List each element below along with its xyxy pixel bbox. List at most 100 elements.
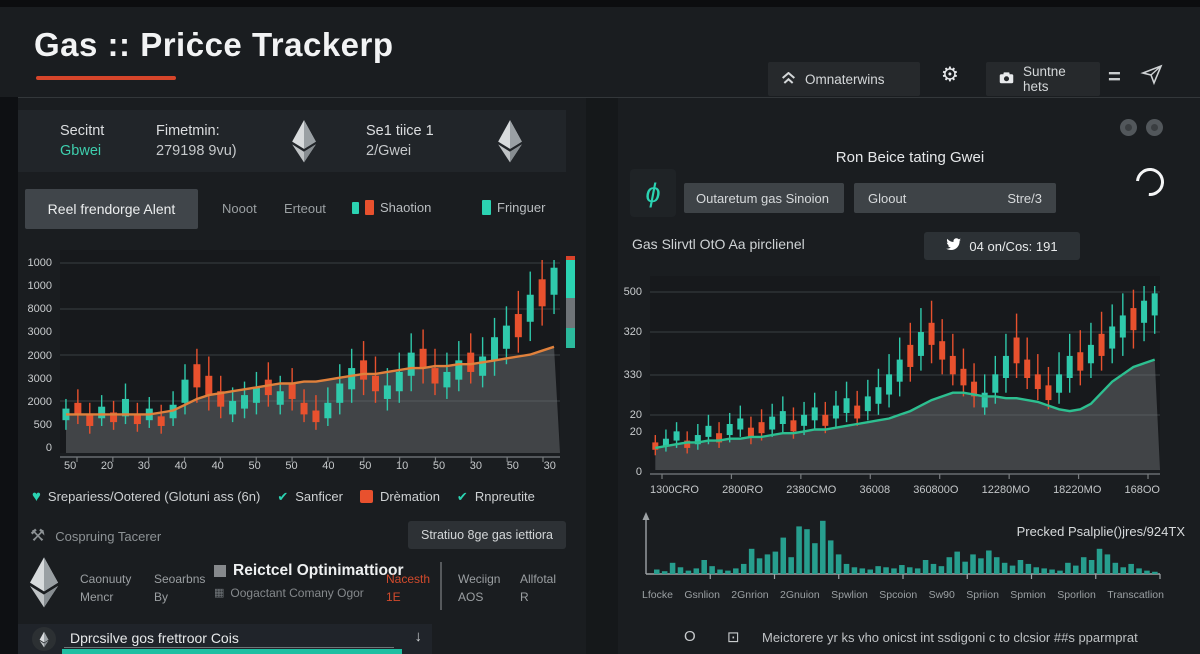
ethereum-icon xyxy=(496,119,524,163)
gwei-candlestick-chart xyxy=(650,276,1160,479)
teal-swatch xyxy=(352,201,359,214)
check-icon: ✔ xyxy=(277,488,289,504)
series-chip-fringuer[interactable]: Fringuer xyxy=(482,200,545,215)
fimetmin-stat: Fimetmin: 279198 9vu) xyxy=(156,121,237,161)
nav-share-label: Suntne hets xyxy=(1023,64,1066,94)
y-tick-label: 330 xyxy=(623,369,642,381)
nav-share-button[interactable]: Suntne hets xyxy=(986,62,1100,96)
footer-square-icon[interactable]: ⊡ xyxy=(727,629,740,646)
x-tick-label: 2800RO xyxy=(722,484,764,496)
indicator-gray xyxy=(566,298,575,328)
tracker-row: ⚒ Cospruing Tacerer xyxy=(30,526,161,546)
meta-title: Reictcel Optinimattioor xyxy=(233,562,404,579)
chart-scroll-indicator[interactable] xyxy=(566,256,575,348)
x-tick-label: 40 xyxy=(322,460,335,472)
nav-home-button[interactable]: Omnaterwins xyxy=(768,62,920,96)
series-chip-shaotion[interactable]: Shaotion xyxy=(352,200,431,215)
dropdown-label: Dprcsilve gos frettroor Cois xyxy=(70,630,239,646)
header-divider xyxy=(0,97,1200,98)
select-value: Outaretum gas Sinoion xyxy=(696,190,829,206)
check-icon: ✔ xyxy=(456,488,468,504)
badge-label: 04 on/Cos: 191 xyxy=(969,238,1058,254)
select-value-right: Stre/3 xyxy=(1007,190,1042,206)
left-strip xyxy=(0,97,18,654)
right-panel-title: Ron Beice tating Gwei xyxy=(835,149,985,166)
footer-circle-icon[interactable]: O xyxy=(684,628,696,645)
bar-chart-labels: Lfocke Gsnlion 2Gnrion 2Gnuion Spwlion Spcoio… xyxy=(642,589,1164,601)
y-tick-label: 1000 xyxy=(27,257,52,269)
bar-label: 2Gnrion xyxy=(731,589,769,601)
avatar-icon[interactable] xyxy=(1146,119,1163,136)
ethereum-icon xyxy=(32,627,56,651)
meta-bottom: By xyxy=(154,590,169,604)
left-chart-x-axis: 50 20 30 40 40 50 50 40 50 10 50 30 50 30 xyxy=(60,460,560,472)
y-tick-label: 1000 xyxy=(27,280,52,292)
meta-allfotal: Allfotal R xyxy=(520,570,556,606)
gas-selector-dropdown[interactable]: Dprcsilve gos frettroor Cois ↓ xyxy=(18,624,432,654)
x-tick-label: 20 xyxy=(100,460,114,472)
tab-erteout[interactable]: Erteout xyxy=(284,201,326,216)
tab-nooot[interactable]: Nooot xyxy=(222,201,257,216)
hammers-icon: ⚒ xyxy=(30,526,46,545)
legend-item-dremation[interactable]: Drèmation xyxy=(359,489,440,504)
meta-bottom: Mencr xyxy=(80,590,114,604)
bar-label: Spcoion xyxy=(879,589,918,601)
legend-item-sanficer[interactable]: ✔ Sanficer xyxy=(277,489,343,505)
x-tick-label: 50 xyxy=(432,460,446,472)
panel-gap xyxy=(586,98,618,654)
tab-real-alert[interactable]: Reel frendorge Alent xyxy=(25,189,198,229)
x-tick-label: 50 xyxy=(359,460,372,472)
y-tick-label: 2000 xyxy=(27,396,52,408)
meta-caonuuty: Caonuuty Mencr xyxy=(80,570,131,606)
legend-label: Rnpreutite xyxy=(474,489,535,504)
bar-label: Transcatlion xyxy=(1107,589,1164,601)
chart-legend: ♥ Srepariess/Ootered (Glotuni ass (6n) ✔ S… xyxy=(32,488,535,505)
bar-label: Sw90 xyxy=(928,589,955,601)
stat-value: 2/Gwei xyxy=(366,143,412,159)
refresh-icon[interactable] xyxy=(1130,162,1170,202)
page-title: Gas :: Priċce Trackerp xyxy=(34,26,394,63)
y-tick-label: 0 xyxy=(635,466,642,478)
meta-bottom: R xyxy=(520,590,529,604)
chip-label: Shaotion xyxy=(380,200,432,215)
tracker-label: Cospruing Tacerer xyxy=(55,528,162,544)
gas-station-button[interactable]: Stratiuo 8ge gas iettiora xyxy=(408,521,566,549)
bar-label: 2Gnuion xyxy=(780,589,820,601)
send-plane-icon[interactable] xyxy=(1140,62,1164,91)
home-chevrons-icon xyxy=(781,71,796,87)
x-tick-label: 168OO xyxy=(1124,484,1160,496)
y-tick-label: 20 xyxy=(629,409,642,421)
gear-icon[interactable]: ⚙ xyxy=(941,64,959,86)
tweet-badge-button[interactable]: 04 on/Cos: 191 xyxy=(924,232,1080,260)
right-chart-x-axis: 1300CRO 2800RO 2380CMO 36008 360800O 12280MO 1… xyxy=(650,484,1160,496)
stat-value: Gbwei xyxy=(60,143,102,159)
x-tick-label: 2380CMO xyxy=(786,484,837,496)
avatar-icon[interactable] xyxy=(1120,119,1137,136)
y-tick-label: 2000 xyxy=(27,350,52,362)
grid-icon: ▦ xyxy=(214,587,225,599)
meta-seoarbns: Seoarbns By xyxy=(154,570,205,606)
equals-icon[interactable]: = xyxy=(1108,64,1121,89)
right-chart-y-axis: 500 320 330 20 20 0 xyxy=(598,278,646,478)
top-strip xyxy=(0,0,1200,7)
meta-top: Caonuuty xyxy=(80,572,132,586)
legend-item-rnpreutite[interactable]: ✔ Rnpreutite xyxy=(457,489,535,505)
stat-label: Fimetmin: xyxy=(156,123,220,139)
y-tick-label: 3000 xyxy=(27,373,52,385)
gas-symbol-icon[interactable]: ϕ xyxy=(630,169,676,217)
legend-label: Drèmation xyxy=(379,489,440,504)
gas-station-select[interactable]: Outaretum gas Sinoion xyxy=(684,183,844,213)
meta-top: Weciign xyxy=(458,572,501,586)
meta-subtitle: Oogactant Comany Ogor xyxy=(230,586,364,600)
y-tick-label: 500 xyxy=(33,419,52,431)
footer-text: Meictorere yr ks vho onicst int ssdigoni… xyxy=(762,630,1138,645)
gloout-select[interactable]: Gloout Stre/3 xyxy=(854,183,1056,213)
stat-label: Se1 tiice 1 xyxy=(366,123,434,139)
legend-item-srepariess[interactable]: ♥ Srepariess/Ootered (Glotuni ass (6n) xyxy=(32,488,260,505)
meta-top: Nacesth xyxy=(386,572,431,586)
x-tick-label: 30 xyxy=(543,460,556,472)
down-arrow-icon[interactable]: ↓ xyxy=(414,628,423,645)
x-tick-label: 50 xyxy=(285,460,298,472)
title-underline xyxy=(36,76,176,80)
gas-candlestick-chart xyxy=(60,250,560,462)
